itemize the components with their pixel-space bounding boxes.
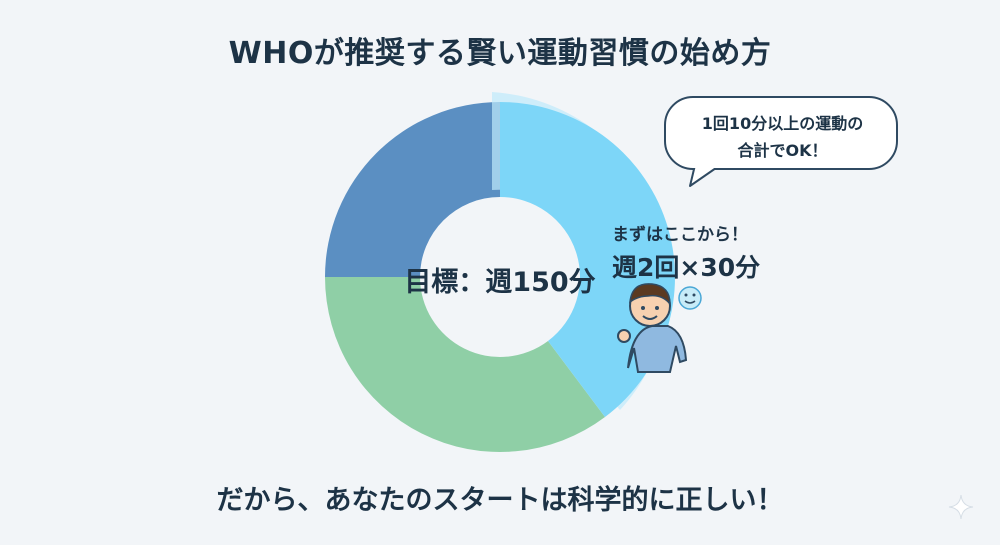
callout-title: まずはここから！	[612, 225, 748, 245]
page-title: WHOが推奨する賢い運動習慣の始め方	[228, 36, 772, 71]
conclusion-text: だから、あなたのスタートは科学的に正しい！	[216, 485, 784, 516]
speech-bubble-line1: 1回10分以上の運動の	[701, 114, 864, 133]
sparkle-icon	[948, 494, 974, 520]
center-goal-label: 目標：週150分	[404, 267, 596, 298]
segment-blue	[325, 102, 500, 277]
segment-green	[325, 277, 605, 453]
speech-bubble-text: 1回10分以上の運動の 合計でOK！	[670, 110, 895, 164]
speech-bubble-line2: 合計でOK！	[737, 141, 828, 160]
callout-value: 週2回×30分	[612, 253, 761, 282]
smiley-icon	[678, 286, 702, 310]
person-icon	[617, 283, 688, 373]
speech-bubble	[664, 96, 898, 187]
segment-highlight	[500, 102, 676, 417]
